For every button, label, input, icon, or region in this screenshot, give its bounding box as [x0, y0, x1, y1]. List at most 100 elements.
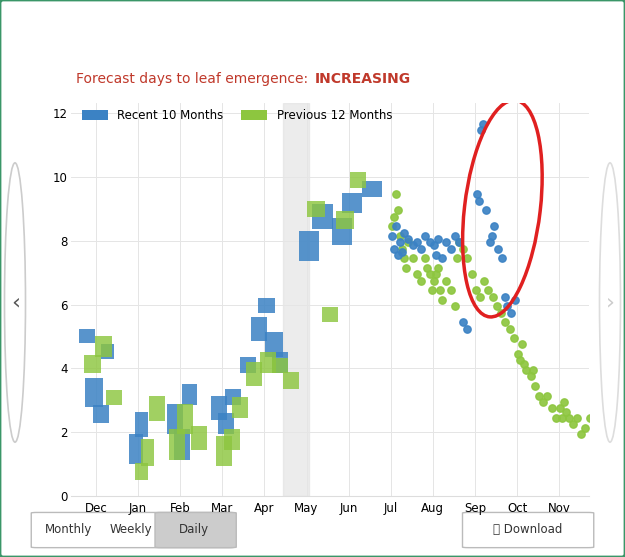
Point: [437, 253, 447, 262]
Text: INCREASING: INCREASING: [314, 72, 411, 86]
Point: [446, 244, 456, 253]
Bar: [85, 378, 102, 407]
FancyBboxPatch shape: [462, 512, 594, 548]
Point: [496, 308, 506, 317]
Point: [437, 295, 447, 304]
Point: [450, 231, 460, 240]
Bar: [282, 372, 299, 389]
Point: [518, 340, 528, 349]
Point: [397, 244, 407, 253]
Bar: [224, 429, 239, 450]
Point: [389, 244, 399, 253]
Point: [484, 286, 494, 295]
Point: [416, 244, 426, 253]
Bar: [272, 353, 288, 373]
Bar: [169, 429, 185, 460]
Point: [412, 238, 422, 247]
Point: [589, 404, 599, 413]
Bar: [84, 355, 101, 373]
Point: [458, 317, 468, 326]
Point: [558, 414, 568, 423]
Bar: [182, 384, 197, 405]
Point: [397, 247, 407, 256]
Point: [416, 276, 426, 285]
FancyBboxPatch shape: [31, 512, 234, 548]
Point: [555, 404, 565, 413]
Point: [454, 238, 464, 247]
Point: [391, 222, 401, 231]
Point: [542, 391, 552, 400]
Point: [481, 206, 491, 214]
Bar: [93, 405, 109, 423]
Point: [568, 420, 578, 429]
Bar: [216, 436, 232, 466]
Point: [521, 365, 531, 374]
Point: [503, 302, 512, 311]
Point: [427, 286, 437, 295]
Text: ⤓ Download: ⤓ Download: [494, 523, 563, 536]
Point: [492, 302, 502, 311]
Point: [509, 334, 519, 343]
Point: [462, 253, 472, 262]
Point: [429, 276, 439, 285]
Bar: [134, 463, 148, 481]
Bar: [312, 204, 332, 229]
Point: [510, 295, 520, 304]
Text: Monthly: Monthly: [45, 523, 92, 536]
Point: [435, 286, 445, 295]
Text: Weekly: Weekly: [110, 523, 152, 536]
Point: [420, 231, 430, 240]
Bar: [79, 329, 94, 343]
Point: [472, 190, 482, 199]
Point: [441, 276, 451, 285]
Point: [515, 356, 525, 365]
Circle shape: [599, 163, 621, 442]
Bar: [232, 397, 248, 418]
Bar: [241, 357, 256, 373]
Point: [471, 286, 481, 295]
Bar: [211, 395, 227, 419]
Point: [408, 241, 418, 250]
Point: [576, 429, 586, 438]
Bar: [101, 344, 114, 359]
Legend: Recent 10 Months, Previous 12 Months: Recent 10 Months, Previous 12 Months: [82, 109, 392, 122]
Point: [478, 119, 488, 128]
Bar: [299, 231, 319, 261]
Point: [458, 244, 468, 253]
Bar: [129, 434, 142, 465]
Point: [581, 423, 591, 432]
Bar: [350, 173, 366, 188]
Point: [475, 292, 485, 301]
Point: [446, 286, 456, 295]
Text: v: v: [589, 18, 599, 37]
Bar: [191, 426, 207, 450]
Point: [452, 253, 462, 262]
Point: [547, 404, 557, 413]
Point: [395, 231, 405, 240]
Point: [454, 238, 464, 247]
Bar: [174, 429, 190, 460]
Point: [391, 190, 401, 199]
Point: [487, 231, 497, 240]
Bar: [342, 193, 362, 213]
Point: [530, 382, 540, 390]
Point: [399, 253, 409, 262]
Point: [564, 414, 574, 423]
Point: [462, 324, 472, 333]
Point: [399, 228, 409, 237]
Point: [551, 414, 561, 423]
Point: [450, 302, 460, 311]
Bar: [259, 298, 274, 312]
Point: [493, 244, 503, 253]
Point: [593, 398, 603, 407]
Point: [572, 414, 582, 423]
Point: [424, 270, 434, 278]
Point: [526, 372, 536, 381]
Point: [506, 308, 516, 317]
Point: [433, 234, 443, 243]
Point: [431, 270, 441, 278]
Point: [424, 238, 434, 247]
Point: [538, 398, 548, 407]
Point: [528, 365, 538, 374]
Point: [393, 206, 403, 214]
